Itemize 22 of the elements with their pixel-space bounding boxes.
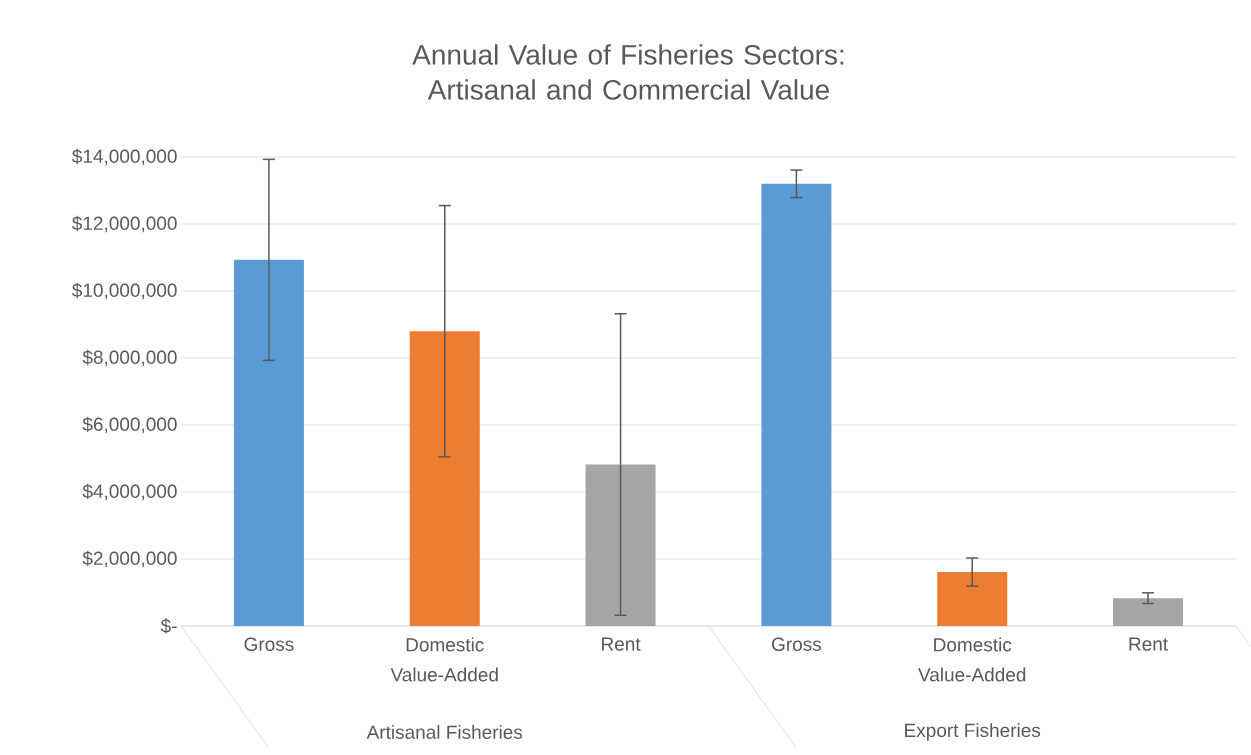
bar (761, 183, 832, 626)
y-tick-label: $10,000,000 (72, 282, 177, 300)
bar (409, 331, 480, 626)
bar (1113, 598, 1184, 626)
bar (937, 572, 1008, 626)
x-tick-label: Domestic Value-Added (918, 637, 1026, 682)
x-tick-label: Rent (1129, 637, 1168, 651)
text: Artisanal Fisheries (366, 725, 523, 739)
x-tick-label: Rent (602, 637, 641, 651)
y-tick-label: $12,000,000 (72, 215, 177, 233)
y-tick-label: $4,000,000 (82, 483, 177, 501)
y-tick-label: $14,000,000 (72, 148, 177, 166)
x-tick-label: Gross (244, 637, 294, 651)
y-tick-label: $6,000,000 (82, 416, 177, 434)
text: Export Fisheries (905, 723, 1041, 741)
x-tick-label: Gross (772, 637, 822, 651)
y-tick-label: $2,000,000 (82, 550, 177, 568)
y-tick-label: $- (160, 618, 177, 634)
chart-title: Annual Value of Fisheries Sectors: Artisanal and Commercial Value (412, 44, 844, 100)
x-tick-label: Domestic Value-Added (390, 637, 498, 682)
y-tick-label: $8,000,000 (82, 349, 177, 367)
bar (233, 259, 304, 626)
